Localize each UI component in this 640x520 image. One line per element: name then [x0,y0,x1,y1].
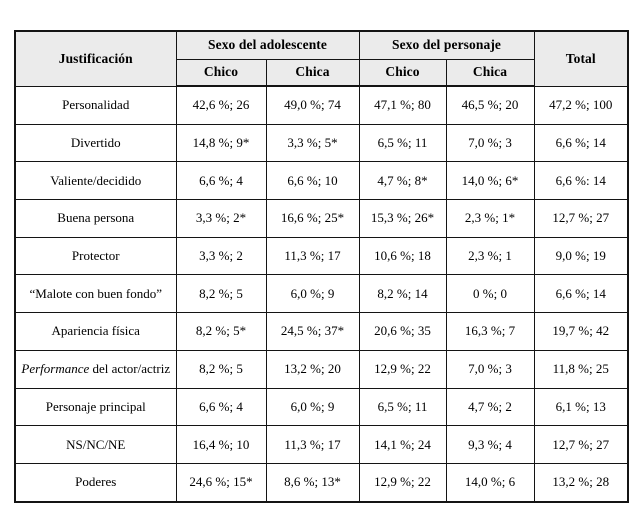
table-row: Poderes 24,6 %; 15* 8,6 %; 13* 12,9 %; 22 14… [14,462,629,503]
data-cell: 8,2 %; 5 [175,274,267,314]
data-cell: 47,1 %; 80 [358,85,447,125]
data-cell: 14,0 %; 6* [445,161,535,201]
data-cell: 14,0 %; 6 [445,462,535,503]
row-label: Protector [14,236,177,276]
col-header-total: Total [533,30,629,87]
data-cell: 3,3 %; 2 [175,236,267,276]
data-cell: 13,2 %; 20 [265,349,360,389]
col-subheader-personaje-chico: Chico [358,58,447,87]
data-cell: 6,6 %; 4 [175,387,267,427]
data-cell: 16,4 %; 10 [175,425,267,464]
data-cell: 7,0 %; 3 [445,349,535,389]
col-subheader-personaje-chica: Chica [445,58,535,87]
table-row: Apariencia física 8,2 %; 5* 24,5 %; 37* 20,… [14,312,629,351]
col-group-sexo-adolescente: Sexo del adolescente [175,30,360,60]
justification-stats-table: Justificación Sexo del adolescente Sexo … [14,30,630,503]
data-cell: 6,6 %; 14 [533,123,629,163]
row-label: Buena persona [14,199,177,238]
data-cell: 0 %; 0 [445,274,535,314]
data-cell: 16,6 %; 25* [265,199,360,238]
data-cell: 6,5 %; 11 [358,387,447,427]
data-cell: 16,3 %; 7 [445,312,535,351]
row-label: Performance del actor/actriz [14,349,177,389]
data-cell: 7,0 %; 3 [445,123,535,163]
data-cell: 11,3 %; 17 [265,425,360,464]
data-cell: 19,7 %; 42 [533,312,629,351]
data-cell: 11,3 %; 17 [265,236,360,276]
data-cell: 8,6 %; 13* [265,462,360,503]
col-subheader-adolescente-chico: Chico [175,58,267,87]
data-cell: 8,2 %; 14 [358,274,447,314]
data-cell: 24,5 %; 37* [265,312,360,351]
data-cell: 8,2 %; 5* [175,312,267,351]
data-cell: 46,5 %; 20 [445,85,535,125]
col-header-justificacion: Justificación [14,30,177,87]
data-cell: 11,8 %; 25 [533,349,629,389]
table-row: Personalidad 42,6 %; 26 49,0 %; 74 47,1 %; … [14,85,629,125]
data-cell: 2,3 %; 1* [445,199,535,238]
table-row: Valiente/decidido 6,6 %; 4 6,6 %; 10 4,7 %;… [14,161,629,201]
row-label: Apariencia física [14,312,177,351]
data-cell: 8,2 %; 5 [175,349,267,389]
table-row: Buena persona 3,3 %; 2* 16,6 %; 25* 15,3 %;… [14,199,629,238]
header-group-row: Justificación Sexo del adolescente Sexo … [14,30,629,87]
data-cell: 12,7 %; 27 [533,199,629,238]
data-cell: 3,3 %; 5* [265,123,360,163]
col-group-sexo-personaje: Sexo del personaje [358,30,535,60]
data-cell: 6,6 %; 14 [533,274,629,314]
data-cell: 15,3 %; 26* [358,199,447,238]
row-label: Poderes [14,462,177,503]
row-label: Divertido [14,123,177,163]
row-label: Valiente/decidido [14,161,177,201]
row-label: “Malote con buen fondo” [14,274,177,314]
row-label-rest: del actor/actriz [89,361,171,377]
data-cell: 13,2 %; 28 [533,462,629,503]
data-cell: 14,8 %; 9* [175,123,267,163]
row-label: Personalidad [14,85,177,125]
data-cell: 3,3 %; 2* [175,199,267,238]
table-row: Divertido 14,8 %; 9* 3,3 %; 5* 6,5 %; 11 7,0… [14,123,629,163]
data-cell: 6,1 %; 13 [533,387,629,427]
data-cell: 6,0 %; 9 [265,387,360,427]
data-cell: 4,7 %; 8* [358,161,447,201]
data-cell: 9,0 %; 19 [533,236,629,276]
data-cell: 12,9 %; 22 [358,349,447,389]
data-cell: 6,6 %; 10 [265,161,360,201]
table-body: Personalidad 42,6 %; 26 49,0 %; 74 47,1 %; … [14,85,629,503]
table-row: Personaje principal 6,6 %; 4 6,0 %; 9 6,5 %… [14,387,629,427]
data-cell: 2,3 %; 1 [445,236,535,276]
data-cell: 6,6 %: 14 [533,161,629,201]
data-cell: 42,6 %; 26 [175,85,267,125]
data-cell: 47,2 %; 100 [533,85,629,125]
data-cell: 6,6 %; 4 [175,161,267,201]
data-cell: 9,3 %; 4 [445,425,535,464]
data-cell: 6,0 %; 9 [265,274,360,314]
data-cell: 12,7 %; 27 [533,425,629,464]
row-label-italic: Performance [21,361,90,377]
row-label: Personaje principal [14,387,177,427]
table-row: Protector 3,3 %; 2 11,3 %; 17 10,6 %; 18 2,3… [14,236,629,276]
data-cell: 6,5 %; 11 [358,123,447,163]
data-cell: 4,7 %; 2 [445,387,535,427]
col-subheader-adolescente-chica: Chica [265,58,360,87]
header-sub-row: Chico Chica Chico Chica [15,58,628,87]
data-cell: 12,9 %; 22 [358,462,447,503]
data-cell: 24,6 %; 15* [175,462,267,503]
data-cell: 20,6 %; 35 [358,312,447,351]
data-cell: 10,6 %; 18 [358,236,447,276]
table-row: Performance del actor/actriz 8,2 %; 5 13,2… [14,349,629,389]
data-cell: 49,0 %; 74 [265,85,360,125]
data-cell: 14,1 %; 24 [358,425,447,464]
table-row: NS/NC/NE 16,4 %; 10 11,3 %; 17 14,1 %; 24 9,… [14,425,629,464]
row-label: NS/NC/NE [14,425,177,464]
